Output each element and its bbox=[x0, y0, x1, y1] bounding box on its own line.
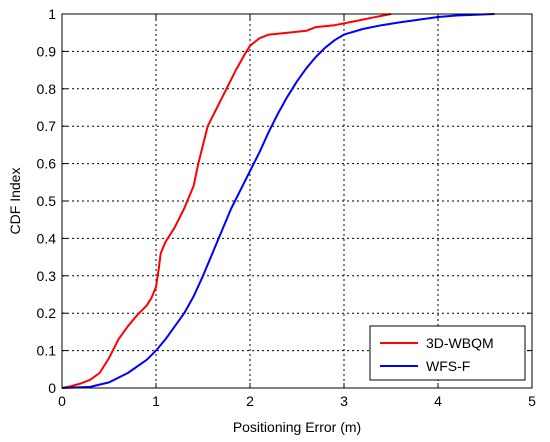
legend: 3D-WBQM WFS-F bbox=[369, 325, 526, 381]
data-series bbox=[61, 13, 495, 389]
y-tick-label: 0 bbox=[48, 380, 56, 396]
series-line-3d-wbqm bbox=[61, 13, 392, 389]
y-tick-label: 0.3 bbox=[37, 268, 57, 284]
x-axis-label: Positioning Error (m) bbox=[233, 419, 361, 435]
x-tick-label: 1 bbox=[152, 393, 160, 409]
y-tick-label: 0.9 bbox=[37, 43, 57, 59]
y-tick-label: 0.4 bbox=[37, 230, 57, 246]
y-axis-label: CDF Index bbox=[7, 168, 23, 235]
x-tick-label: 4 bbox=[434, 393, 442, 409]
y-tick-label: 0.6 bbox=[37, 156, 57, 172]
x-tick-label: 3 bbox=[340, 393, 348, 409]
x-tick-label: 2 bbox=[246, 393, 254, 409]
legend-label-wfs-f: WFS-F bbox=[426, 358, 470, 374]
legend-box bbox=[369, 325, 526, 381]
y-tick-label: 0.7 bbox=[37, 118, 57, 134]
y-tick-label: 0.2 bbox=[37, 305, 57, 321]
x-tick-label: 0 bbox=[58, 393, 66, 409]
y-tick-label: 0.5 bbox=[37, 193, 57, 209]
legend-label-3d-wbqm: 3D-WBQM bbox=[426, 335, 494, 351]
series-line-wfs-f bbox=[61, 13, 495, 389]
y-tick-label: 0.1 bbox=[37, 343, 57, 359]
x-tick-label: 5 bbox=[528, 393, 536, 409]
x-tick-labels: 0 1 2 3 4 5 bbox=[58, 393, 536, 409]
y-tick-labels: 0 0.1 0.2 0.3 0.4 0.5 0.6 0.7 0.8 0.9 1 bbox=[37, 6, 57, 396]
y-tick-label: 1 bbox=[48, 6, 56, 22]
y-tick-label: 0.8 bbox=[37, 81, 57, 97]
axis-ticks bbox=[61, 13, 533, 389]
